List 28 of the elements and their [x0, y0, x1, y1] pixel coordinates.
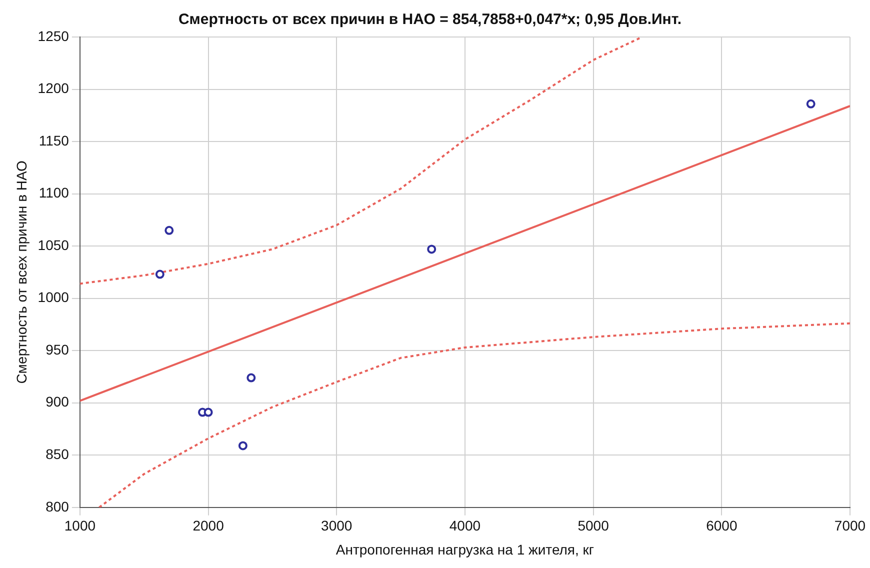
y-tick-label: 1200	[38, 80, 70, 96]
x-tick-label: 2000	[192, 518, 224, 534]
point	[204, 408, 213, 417]
point	[806, 99, 816, 108]
y-tick-label: 800	[46, 498, 70, 514]
y-tick-label: 1150	[38, 132, 70, 148]
point	[427, 244, 436, 254]
y-tick-label: 900	[46, 394, 70, 410]
chart-title: Смертность от всех причин в НАО = 854,7858+0,047*x; 0,95 Дов.Инт.	[178, 11, 682, 28]
x-tick-label: 5000	[578, 518, 610, 534]
y-tick-label: 1250	[38, 28, 70, 44]
x-tick-label: 4000	[449, 518, 481, 534]
y-axis-title: Смертность от всех причин в НАО	[13, 160, 30, 384]
x-tick-label: 1000	[64, 518, 96, 534]
x-axis-title: Антропогенная нагрузка на 1 жителя, кг	[336, 541, 594, 558]
point	[164, 226, 174, 235]
line-series	[98, 322, 850, 508]
y-tick-label: 1100	[38, 184, 70, 201]
y-tick-label: 1050	[38, 236, 70, 253]
y-tick-label: 850	[46, 446, 70, 462]
x-tick-label: 6000	[706, 518, 738, 534]
x-tick-label: 7000	[834, 518, 866, 534]
point	[238, 441, 248, 450]
y-tick-label: 1000	[38, 289, 70, 306]
point	[155, 270, 164, 279]
point	[246, 373, 256, 382]
y-tick-label: 950	[46, 341, 70, 358]
x-tick-label: 3000	[321, 518, 352, 534]
